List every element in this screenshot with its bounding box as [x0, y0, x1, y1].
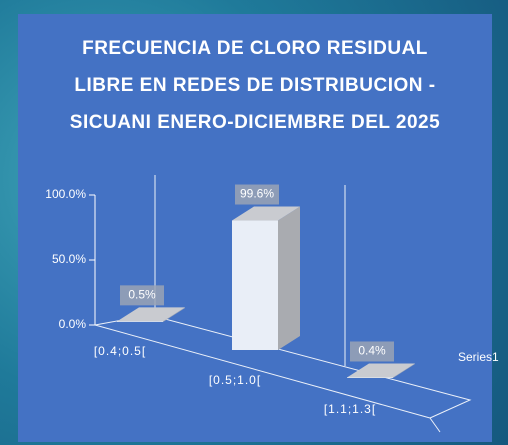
series-label: Series1: [458, 350, 499, 364]
background: FRECUENCIA DE CLORO RESIDUAL LIBRE EN RE…: [0, 0, 508, 445]
data-label: 99.6%: [240, 187, 274, 201]
data-label: 0.4%: [358, 344, 386, 358]
x-tick-label: [1.1;1.3[: [324, 402, 376, 416]
x-tick-label: [0.5;1.0[: [209, 373, 261, 387]
y-tick-label: 100.0%: [45, 187, 86, 201]
bar-front: [232, 221, 278, 350]
bar-front: [347, 377, 393, 378]
y-tick-label: 0.0%: [59, 317, 87, 331]
x-tick-label: [0.4;0.5[: [94, 344, 146, 358]
bar-side: [278, 207, 300, 350]
bar: [347, 363, 415, 378]
bar: [117, 307, 185, 322]
data-label: 0.5%: [128, 288, 156, 302]
bar-front: [117, 321, 163, 322]
bar: [232, 207, 300, 350]
axis-line: [430, 418, 440, 432]
y-tick-label: 50.0%: [52, 252, 86, 266]
chart: 0.0% 50.0% 100.0% [0.4;0.5[ [0.5;1.0[ [1.1;1.…: [0, 0, 508, 445]
